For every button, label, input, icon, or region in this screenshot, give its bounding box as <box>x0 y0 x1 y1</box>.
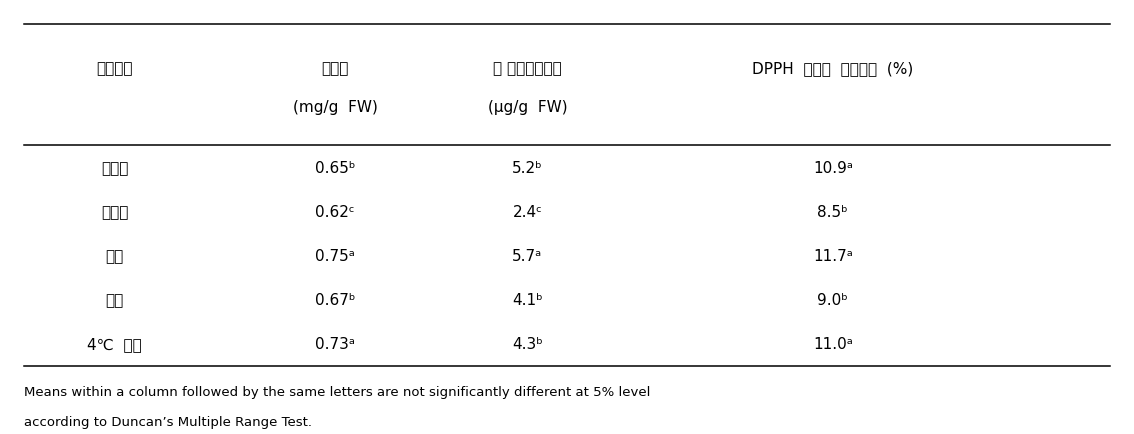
Text: (mg/g  FW): (mg/g FW) <box>293 99 378 115</box>
Text: 8.5ᵇ: 8.5ᵇ <box>818 204 848 219</box>
Text: according to Duncan’s Multiple Range Test.: according to Duncan’s Multiple Range Tes… <box>24 415 312 428</box>
Text: 저장전: 저장전 <box>101 160 128 175</box>
Text: 11.7ᵃ: 11.7ᵃ <box>813 248 853 263</box>
Text: 0.67ᵇ: 0.67ᵇ <box>315 293 355 307</box>
Text: 0.62ᶜ: 0.62ᶜ <box>315 204 355 219</box>
Text: 4℃  챔버: 4℃ 챔버 <box>87 336 142 351</box>
Text: 총페놀: 총페놀 <box>321 61 349 76</box>
Text: 총 플라보노이드: 총 플라보노이드 <box>493 61 561 76</box>
Text: 저장방법: 저장방법 <box>96 61 133 76</box>
Text: 0.75ᵃ: 0.75ᵃ <box>315 248 355 263</box>
Text: 10.9ᵃ: 10.9ᵃ <box>813 160 853 175</box>
Text: 5.2ᵇ: 5.2ᵇ <box>513 160 543 175</box>
Text: (μg/g  FW): (μg/g FW) <box>488 99 567 115</box>
Text: 5.7ᵃ: 5.7ᵃ <box>513 248 542 263</box>
Text: DPPH  라디컬  소거능력  (%): DPPH 라디컬 소거능력 (%) <box>752 61 914 76</box>
Text: 무처리: 무처리 <box>101 204 128 219</box>
Text: 2.4ᶜ: 2.4ᶜ <box>513 204 542 219</box>
Text: 0.65ᵇ: 0.65ᵇ <box>315 160 355 175</box>
Text: 0.73ᵃ: 0.73ᵃ <box>315 336 355 351</box>
Text: 4.3ᵇ: 4.3ᵇ <box>511 336 543 351</box>
Text: 배잎: 배잎 <box>105 248 124 263</box>
Text: 9.0ᵇ: 9.0ᵇ <box>818 293 848 307</box>
Text: 11.0ᵃ: 11.0ᵃ <box>813 336 853 351</box>
Text: Means within a column followed by the same letters are not significantly differe: Means within a column followed by the sa… <box>24 385 651 398</box>
Text: 무잎: 무잎 <box>105 293 124 307</box>
Text: 4.1ᵇ: 4.1ᵇ <box>513 293 543 307</box>
